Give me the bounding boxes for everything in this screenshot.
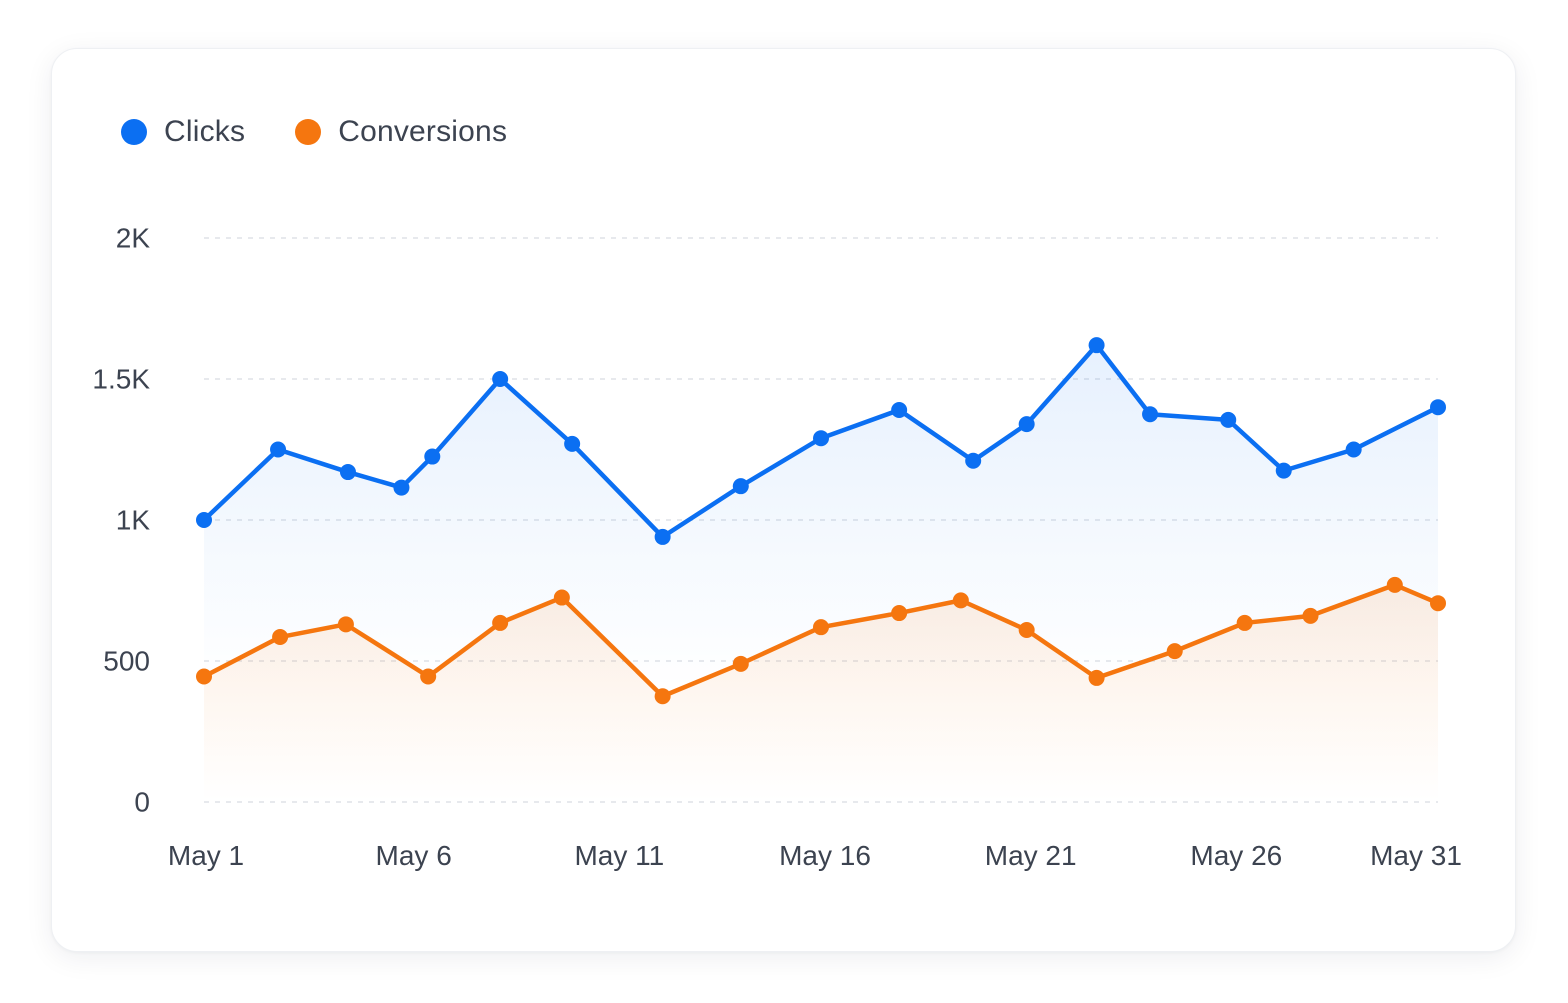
area-clicks [204, 345, 1438, 690]
point-conversions[interactable] [891, 605, 908, 622]
line-conversions [201, 582, 1441, 699]
point-clicks[interactable] [1275, 462, 1292, 479]
series-points [196, 337, 1446, 705]
point-clicks[interactable] [813, 430, 829, 447]
point-clicks[interactable] [965, 452, 982, 469]
point-conversions[interactable] [1018, 621, 1035, 638]
legend-item-conversions[interactable]: Conversions [295, 115, 507, 149]
point-clicks[interactable] [564, 435, 581, 452]
point-clicks[interactable] [1220, 411, 1237, 428]
point-conversions[interactable] [196, 668, 212, 685]
point-conversions[interactable] [1386, 576, 1403, 593]
point-conversions[interactable] [1166, 643, 1183, 660]
series-areas [204, 345, 1438, 802]
point-conversions[interactable] [337, 616, 354, 633]
point-clicks[interactable] [654, 528, 671, 545]
point-conversions[interactable] [1088, 669, 1105, 686]
point-conversions[interactable] [732, 655, 749, 672]
point-conversions[interactable] [492, 614, 509, 631]
point-clicks[interactable] [1345, 441, 1362, 458]
legend-label-clicks: Clicks [164, 115, 246, 148]
point-clicks[interactable] [339, 464, 356, 481]
x-tick-label: May 1 [168, 840, 244, 871]
point-conversions[interactable] [553, 589, 570, 606]
y-tick-label: 500 [103, 645, 150, 676]
point-clicks[interactable] [1142, 406, 1159, 423]
point-conversions[interactable] [1302, 607, 1319, 624]
point-conversions[interactable] [420, 668, 437, 685]
y-tick-label: 1.5K [92, 363, 150, 394]
y-tick-label: 2K [116, 222, 151, 253]
point-clicks[interactable] [732, 478, 749, 495]
point-clicks[interactable] [424, 448, 441, 465]
point-clicks[interactable] [196, 512, 212, 528]
point-clicks[interactable] [492, 371, 509, 387]
point-conversions[interactable] [952, 592, 969, 609]
x-tick-label: May 21 [985, 840, 1077, 871]
x-tick-label: May 16 [779, 840, 871, 871]
point-clicks[interactable] [1018, 416, 1035, 433]
y-axis: 0 500 1K 1.5K 2K [92, 222, 150, 817]
chart-legend: Clicks Conversions [121, 112, 557, 152]
y-tick-label: 1K [116, 504, 151, 535]
legend-item-clicks[interactable]: Clicks [121, 115, 245, 149]
x-tick-label: May 31 [1370, 840, 1462, 871]
point-clicks[interactable] [1088, 337, 1105, 354]
x-tick-label: May 6 [376, 840, 452, 871]
area-conversions [204, 584, 1438, 802]
point-conversions[interactable] [813, 619, 829, 636]
point-conversions[interactable] [1236, 614, 1253, 631]
point-conversions[interactable] [1430, 595, 1446, 612]
point-clicks[interactable] [270, 441, 287, 458]
point-conversions[interactable] [654, 688, 671, 705]
x-axis: May 1 May 6 May 11 May 16 May 21 May 26 May 31 [168, 840, 1462, 871]
legend-label-conversions: Conversions [338, 115, 508, 148]
y-tick-label: 0 [134, 786, 150, 817]
point-conversions[interactable] [272, 629, 289, 646]
legend-marker-clicks [121, 119, 147, 145]
x-tick-label: May 26 [1190, 840, 1282, 871]
legend-marker-conversions [295, 119, 322, 145]
point-clicks[interactable] [891, 402, 908, 419]
point-clicks[interactable] [1430, 399, 1446, 416]
x-tick-label: May 11 [574, 840, 664, 871]
point-clicks[interactable] [393, 479, 410, 496]
